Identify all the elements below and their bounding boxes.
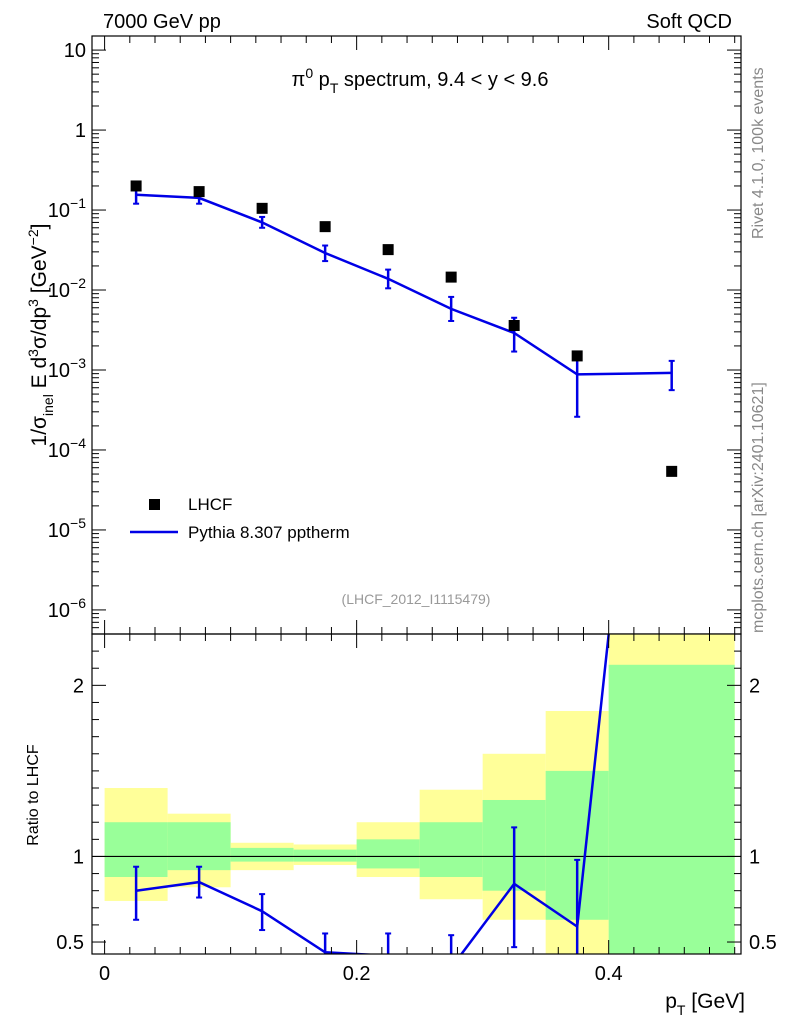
ratio-y-tick-label-right: 1 xyxy=(749,846,760,868)
energy-label: 7000 GeV pp xyxy=(103,11,221,33)
process-label: Soft QCD xyxy=(646,11,732,33)
main-y-tick-label: 10 xyxy=(64,40,86,62)
data-point xyxy=(256,202,268,214)
legend-label-pythia: Pythia 8.307 pptherm xyxy=(188,523,350,542)
main-y-tick-label: 10−2 xyxy=(48,275,86,302)
uncertainty-band-inner xyxy=(230,847,294,862)
legend: LHCF Pythia 8.307 pptherm xyxy=(130,495,350,542)
ratio-y-tick-label-left: 0.5 xyxy=(56,932,84,954)
ratio-y-tick-label-left: 2 xyxy=(73,675,84,697)
main-y-tick-label: 10−1 xyxy=(48,195,86,222)
x-tick-label: 0.4 xyxy=(595,963,623,985)
main-y-tick-label: 10−6 xyxy=(48,595,86,622)
ratio-plot-panel: 0.5 0.5 1 1 2 2 0 0.2 0.4 Ratio to LHCF pT [GeV] xyxy=(25,633,777,1018)
main-y-tick-label: 10−5 xyxy=(48,515,86,542)
main-plot-panel: 10 1 10−1 10−2 10−3 10−4 10−5 10−6 π0 pT spectr… xyxy=(25,35,742,635)
data-point xyxy=(508,320,520,332)
ratio-frame xyxy=(91,633,742,955)
title-rest: spectrum, 9.4 < y < 9.6 xyxy=(338,69,548,91)
uncertainty-band-inner xyxy=(356,839,420,869)
uncertainty-band-inner xyxy=(419,822,483,877)
main-plot-title: π0 pT spectrum, 9.4 < y < 9.6 xyxy=(292,65,549,96)
rivet-label: Rivet 4.1.0, 100k events xyxy=(750,67,767,239)
ratio-content xyxy=(92,634,741,954)
mcplots-label: mcplots.cern.ch [arXiv:2401.10621] xyxy=(750,382,767,633)
data-point xyxy=(193,186,205,198)
ratio-y-tick-label-right: 2 xyxy=(749,675,760,697)
main-y-tick-label: 1 xyxy=(75,120,86,142)
main-y-axis-label: 1/σinel E d3σ/dp3 [GeV−2] xyxy=(25,224,56,447)
ratio-series-line xyxy=(135,634,610,954)
data-point xyxy=(571,350,583,362)
mc-series-line xyxy=(136,193,672,376)
ratio-y-tick-label-left: 1 xyxy=(73,846,84,868)
data-point xyxy=(130,180,142,192)
x-tick-label: 0.2 xyxy=(343,963,371,985)
data-point xyxy=(382,244,394,256)
legend-label-lhcf: LHCF xyxy=(188,495,232,514)
main-y-tick-label: 10−3 xyxy=(48,355,86,382)
data-point xyxy=(445,271,457,283)
x-tick-label: 0 xyxy=(99,963,110,985)
main-frame xyxy=(91,35,742,635)
ratio-y-axis-label: Ratio to LHCF xyxy=(25,744,42,846)
data-point xyxy=(666,465,678,477)
data-point xyxy=(319,221,331,233)
main-y-tick-label: 10−4 xyxy=(48,435,86,462)
uncertainty-band-inner xyxy=(167,822,231,871)
uncertainty-band-inner xyxy=(293,849,357,862)
ratio-y-tick-label-right: 0.5 xyxy=(749,932,777,954)
x-axis-label: pT [GeV] xyxy=(665,990,745,1018)
uncertainty-band-inner xyxy=(608,664,735,954)
analysis-id-label: (LHCF_2012_I1115479) xyxy=(342,591,491,607)
legend-marker-lhcf xyxy=(149,499,160,510)
